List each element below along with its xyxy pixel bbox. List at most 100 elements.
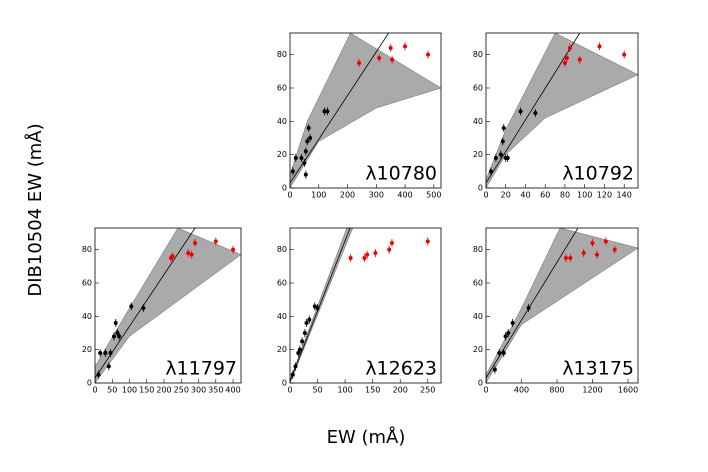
- plot-area: [290, 228, 430, 383]
- confidence-band: [290, 33, 441, 188]
- panel-annotation: λ13175: [562, 358, 634, 380]
- point: [193, 241, 198, 245]
- point: [305, 139, 310, 144]
- point: [425, 239, 430, 244]
- point: [304, 321, 309, 325]
- point: [387, 247, 392, 252]
- point: [567, 46, 572, 50]
- plot-frame: [94, 227, 242, 384]
- point: [503, 334, 508, 339]
- point: [403, 44, 408, 49]
- x-tick-label: 400: [514, 386, 529, 395]
- point: [96, 372, 101, 377]
- x-tick-label: 200: [340, 191, 355, 200]
- point: [612, 247, 617, 252]
- y-tick-label: 20: [277, 150, 287, 159]
- panel: 0 20 40 60 80 100 120 140 0 20 40 60 80 λ10792: [473, 32, 639, 200]
- x-tick-label: 1200: [582, 386, 602, 395]
- y-tick-label: 20: [473, 150, 483, 159]
- point: [492, 367, 497, 372]
- confidence-band: [95, 228, 241, 383]
- point: [213, 239, 218, 244]
- point: [563, 256, 568, 260]
- fit-line: [290, 33, 389, 184]
- x-tick-label: 0: [92, 386, 97, 395]
- y-tick-label: 40: [473, 312, 483, 321]
- x-tick-label: 60: [540, 191, 550, 200]
- point: [290, 169, 295, 174]
- x-tick-label: 80: [560, 191, 570, 200]
- x-tick-label: 200: [156, 386, 171, 395]
- point: [170, 254, 175, 259]
- x-tick-label: 150: [365, 386, 380, 395]
- plot-frame: [289, 227, 442, 384]
- fit-line: [95, 228, 196, 379]
- x-tick-label: 50: [312, 386, 322, 395]
- point: [103, 351, 108, 355]
- point: [564, 56, 569, 60]
- x-tick-label: 250: [420, 386, 435, 395]
- point: [357, 61, 362, 65]
- point: [322, 109, 327, 114]
- point: [603, 239, 608, 244]
- point: [390, 57, 395, 62]
- point: [189, 252, 194, 257]
- fit-line: [486, 228, 579, 379]
- point: [622, 52, 627, 57]
- point: [594, 252, 599, 257]
- point: [365, 252, 370, 257]
- point: [597, 44, 602, 49]
- y-tick-label: 20: [473, 345, 483, 354]
- confidence-band: [486, 33, 638, 188]
- panel: 0 50 100 150 200 250 300 350 400 0 20 40 60 80 λ11797: [82, 227, 242, 395]
- point: [388, 46, 393, 50]
- y-tick-label: 60: [473, 84, 483, 93]
- x-tick-label: 140: [617, 191, 632, 200]
- point: [315, 306, 320, 310]
- y-tick-label: 40: [277, 117, 287, 126]
- x-tick-label: 0: [483, 191, 488, 200]
- x-tick-label: 200: [393, 386, 408, 395]
- point: [98, 351, 103, 355]
- y-tick-label: 40: [82, 312, 92, 321]
- point: [377, 56, 382, 60]
- plot-area: [486, 228, 638, 383]
- x-tick-label: 100: [577, 191, 592, 200]
- point: [113, 321, 118, 325]
- point: [290, 372, 295, 377]
- x-tick-label: 350: [208, 386, 223, 395]
- y-tick-label: 0: [87, 379, 92, 388]
- point: [518, 109, 523, 114]
- point: [303, 149, 308, 154]
- y-tick-label: 80: [277, 245, 287, 254]
- y-tick-label: 0: [282, 184, 287, 193]
- point: [493, 156, 498, 160]
- point: [117, 334, 122, 339]
- x-tick-label: 800: [549, 386, 564, 395]
- panel-annotation: λ11797: [165, 358, 237, 380]
- y-tick-label: 80: [82, 245, 92, 254]
- point: [533, 111, 538, 115]
- x-tick-label: 300: [191, 386, 206, 395]
- point: [306, 126, 311, 130]
- y-tick-label: 60: [82, 279, 92, 288]
- x-tick-label: 250: [174, 386, 189, 395]
- y-tick-label: 20: [82, 345, 92, 354]
- x-axis-label: EW (mÅ): [327, 426, 406, 448]
- x-tick-label: 1600: [618, 386, 638, 395]
- y-tick-label: 80: [473, 245, 483, 254]
- y-tick-label: 60: [277, 279, 287, 288]
- y-tick-label: 60: [277, 84, 287, 93]
- x-tick-label: 100: [337, 386, 352, 395]
- y-tick-label: 0: [478, 379, 483, 388]
- point: [526, 306, 531, 310]
- point: [500, 139, 505, 144]
- point: [115, 331, 120, 335]
- point: [581, 251, 586, 255]
- fit-line: [486, 33, 581, 184]
- point: [186, 251, 191, 255]
- plot-frame: [485, 227, 639, 384]
- point: [308, 136, 313, 140]
- x-tick-label: 0: [287, 386, 292, 395]
